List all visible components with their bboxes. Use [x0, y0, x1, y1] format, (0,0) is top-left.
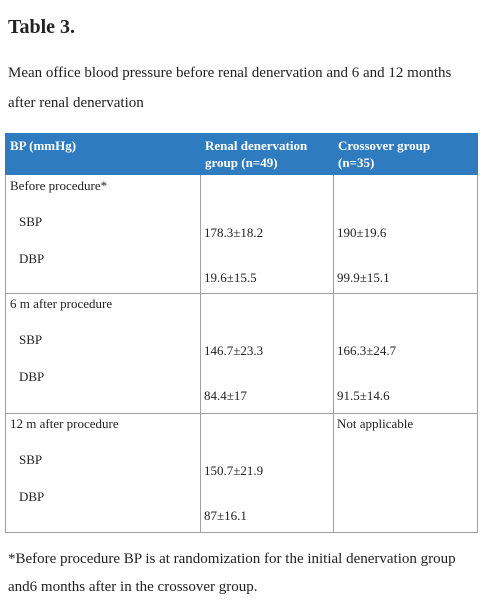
renal-value: 84.4±17	[204, 388, 247, 403]
caption: Mean office blood pressure before renal …	[8, 65, 452, 111]
row-divider	[5, 413, 478, 414]
section-label: Before procedure*	[10, 178, 108, 193]
crossover-value: 190±19.6	[337, 225, 387, 240]
measure-label: SBP	[19, 332, 43, 347]
measure-label: DBP	[19, 489, 45, 504]
column-header: Crossover group (n=35)	[338, 138, 431, 170]
column-header: BP (mmHg)	[10, 138, 77, 153]
section-label: 12 m after procedure	[10, 416, 119, 431]
renal-value: 150.7±21.9	[204, 463, 264, 478]
table-title: Table 3.	[8, 16, 76, 38]
column-header: Renal denervation group (n=49)	[205, 138, 308, 170]
crossover-value: 166.3±24.7	[337, 343, 397, 358]
section-label: 6 m after procedure	[10, 296, 113, 311]
crossover-value: Not applicable	[337, 416, 414, 431]
measure-label: SBP	[19, 214, 43, 229]
measure-label: DBP	[19, 251, 45, 266]
column-divider	[333, 175, 334, 532]
renal-value: 19.6±15.5	[204, 270, 257, 285]
row-divider	[5, 293, 478, 294]
column-divider	[200, 175, 201, 532]
crossover-value: 99.9±15.1	[337, 270, 390, 285]
measure-label: DBP	[19, 369, 45, 384]
footnote: *Before procedure BP is at randomization…	[8, 551, 456, 595]
measure-label: SBP	[19, 452, 43, 467]
renal-value: 87±16.1	[204, 508, 247, 523]
table-header	[5, 133, 478, 175]
crossover-value: 91.5±14.6	[337, 388, 390, 403]
renal-value: 178.3±18.2	[204, 225, 264, 240]
renal-value: 146.7±23.3	[204, 343, 264, 358]
